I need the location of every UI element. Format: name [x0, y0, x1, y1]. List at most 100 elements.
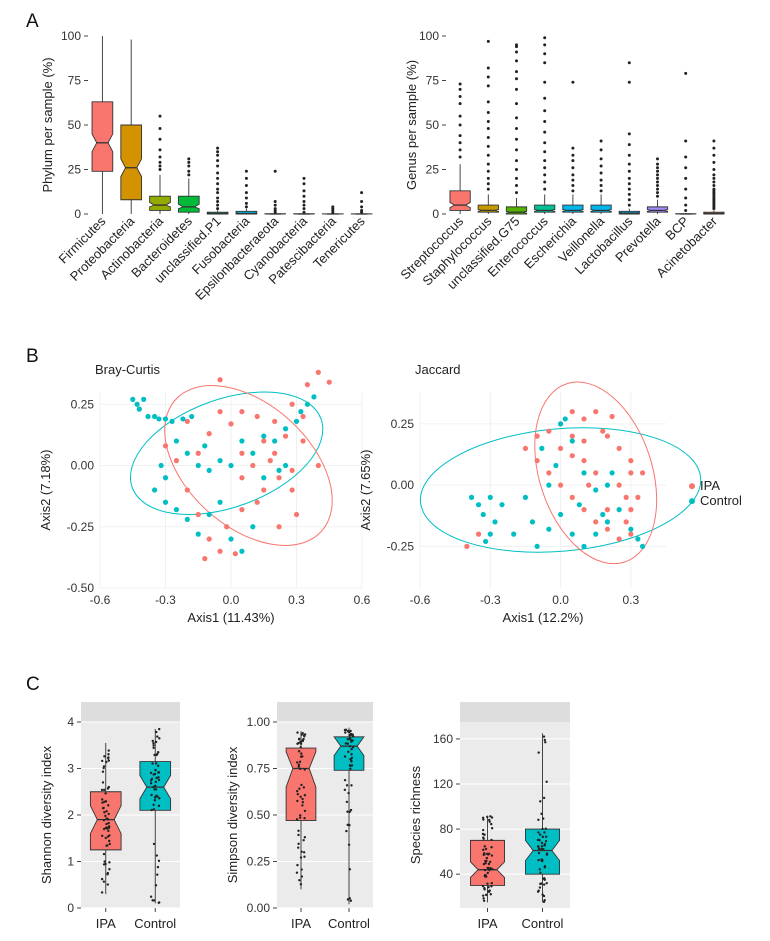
point-control — [189, 413, 195, 420]
outlier-point — [684, 203, 688, 207]
sample-point — [150, 808, 153, 812]
outlier-point — [216, 146, 220, 150]
outlier-point — [486, 162, 490, 166]
point-control — [151, 413, 158, 420]
point-ipa — [609, 413, 615, 420]
outlier-point — [458, 82, 462, 86]
point-control — [217, 499, 223, 505]
point-ipa — [593, 470, 599, 476]
outlier-point — [187, 157, 191, 161]
legend-label-control: Control — [700, 493, 742, 508]
sample-point — [543, 831, 546, 834]
sample-point — [344, 731, 347, 734]
point-ipa — [546, 428, 552, 434]
point-ipa — [581, 458, 587, 464]
point-ipa — [250, 462, 256, 469]
outlier-point — [486, 111, 490, 115]
y-tick-label: 0 — [74, 207, 81, 221]
point-control — [206, 511, 212, 518]
sample-point — [351, 746, 355, 749]
point-ipa — [569, 409, 575, 415]
facet-strip — [81, 702, 180, 722]
sample-point — [158, 797, 161, 800]
outlier-point — [515, 184, 518, 188]
sample-point — [301, 755, 304, 758]
sample-point — [297, 842, 300, 846]
sample-point — [484, 893, 488, 897]
x-tick-label: 0.6 — [354, 593, 371, 607]
sample-point — [107, 759, 110, 762]
box-Enterococcus — [534, 204, 556, 213]
box-Proteobacteria — [120, 124, 143, 201]
outlier-point — [599, 171, 603, 175]
x-axis-label: Axis1 (11.43%) — [187, 610, 274, 625]
sample-point — [348, 897, 351, 900]
sample-point — [351, 734, 355, 738]
outlier-point — [216, 153, 220, 157]
sample-point — [152, 842, 156, 846]
sample-point — [542, 796, 546, 800]
sample-point — [156, 795, 159, 798]
sample-point — [343, 755, 347, 758]
sample-point — [106, 883, 109, 886]
outlier-point — [656, 187, 659, 191]
sample-point — [103, 755, 106, 758]
sample-point — [156, 735, 159, 738]
outlier-point — [302, 200, 306, 204]
point-control — [546, 526, 552, 532]
x-axis-label: Axis1 (12.2%) — [503, 610, 584, 625]
sample-point — [539, 800, 542, 803]
point-control — [628, 526, 634, 532]
sample-point — [491, 867, 494, 871]
point-ipa — [522, 445, 529, 451]
sample-point — [540, 858, 543, 861]
outlier-point — [712, 160, 716, 164]
sample-point — [298, 879, 301, 882]
sample-point — [157, 804, 161, 808]
sample-point — [545, 881, 548, 885]
outlier-point — [187, 164, 191, 168]
sample-point — [537, 818, 540, 821]
outlier-point — [458, 95, 462, 99]
sample-point — [101, 781, 105, 784]
point-ipa — [195, 511, 201, 518]
y-tick-label: 0.25 — [71, 397, 95, 411]
point-ipa — [586, 482, 592, 488]
sample-point — [299, 742, 303, 745]
sample-point — [104, 836, 107, 840]
box-Escherichia — [562, 204, 584, 213]
point-ipa — [315, 462, 321, 469]
sample-point — [541, 835, 545, 839]
outlier-point — [158, 155, 162, 159]
y-tick-label: 0.75 — [247, 762, 271, 776]
outlier-point — [599, 178, 603, 182]
point-ipa — [195, 450, 201, 456]
sample-point — [300, 739, 304, 743]
point-ipa — [569, 453, 575, 459]
outlier-point — [486, 39, 490, 43]
point-control — [616, 507, 622, 513]
box-Firmicutes — [91, 101, 114, 172]
sample-point — [152, 808, 156, 811]
sample-point — [484, 859, 487, 863]
point-control — [195, 531, 201, 537]
box-Control — [333, 736, 365, 771]
point-control — [581, 470, 587, 476]
sample-point — [157, 750, 160, 754]
sample-point — [153, 796, 157, 799]
y-tick-label: 40 — [440, 867, 454, 881]
outlier-point — [515, 176, 518, 180]
outlier-point — [684, 155, 688, 159]
outlier-point — [187, 169, 191, 173]
sample-point — [105, 826, 109, 829]
point-control — [282, 426, 289, 432]
point-control — [145, 413, 151, 420]
point-ipa — [289, 467, 295, 473]
sample-point — [108, 861, 111, 864]
sample-point — [539, 882, 542, 886]
outlier-point — [458, 141, 462, 145]
outlier-point — [458, 155, 462, 159]
sample-point — [350, 784, 353, 787]
outlier-point — [599, 184, 603, 188]
sample-point — [484, 873, 487, 877]
